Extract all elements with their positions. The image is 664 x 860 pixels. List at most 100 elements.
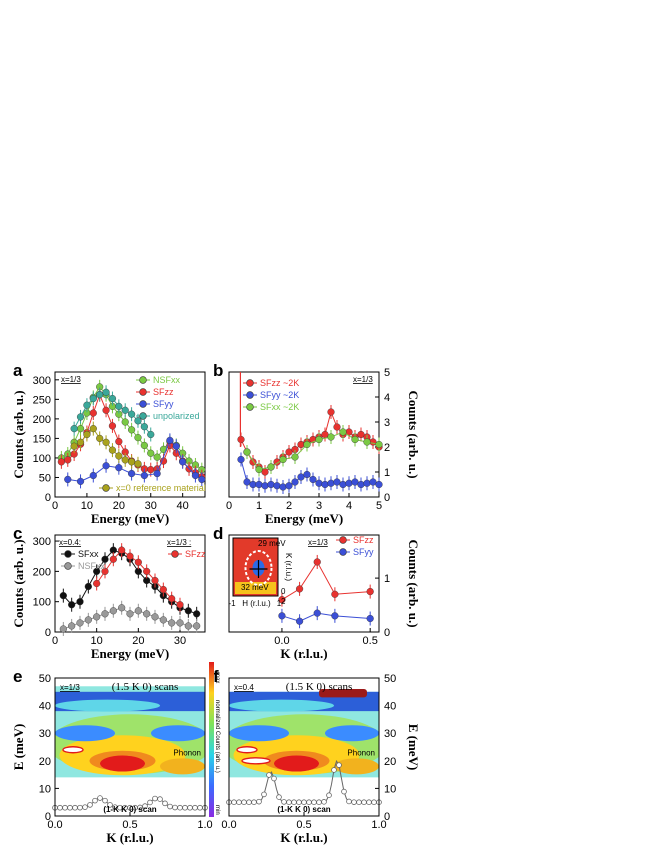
x-tick-label: 3 [316,500,322,512]
data-point [93,567,101,575]
data-point [101,555,109,563]
series-x-0-reference-material [70,421,142,471]
data-point [118,604,126,612]
scan-point [67,804,73,811]
x-tick-label: 0 [52,500,58,512]
data-point [93,613,101,621]
data-point [351,478,359,486]
data-point [108,422,117,430]
data-point [115,452,123,460]
data-point [126,610,134,618]
scan-point [152,795,158,802]
data-point [84,582,92,591]
y-tick-label: 300 [33,536,51,548]
x-tick-label: 0.0 [47,819,62,831]
data-point [297,473,305,481]
scan-point [336,762,342,768]
scan-point [62,804,68,811]
data-point [115,437,123,446]
y-tick-label: 4 [384,392,390,404]
legend-label: SFyy [153,399,174,409]
scan-point [341,788,347,795]
scan-point [77,804,83,811]
data-point [147,466,155,474]
scan-point [92,797,98,804]
scan-point [276,794,282,800]
y-axis-label: Counts (arb. u.) [11,390,26,478]
data-point [279,455,287,464]
bottom-scan-label: (1-K K 0) scan [103,805,156,814]
legend: SFzz SFyy [336,535,374,557]
data-point [140,441,148,450]
data-point [369,478,377,486]
scan-point [246,799,252,805]
data-point [134,558,142,566]
data-point [321,480,329,489]
legend: SFxx NSFxx SFzz [61,549,206,571]
data-point [278,596,286,604]
scan-point [177,804,183,811]
scan-point [57,804,63,811]
inset-x-label: H (r.l.u.) [242,599,271,608]
legend-marker [102,484,110,492]
scan-point [87,802,93,808]
data-point [140,423,148,431]
legend-marker [64,562,72,570]
scan-point [147,799,153,806]
scan-point [296,799,302,805]
data-point [93,579,101,588]
panel-frame [54,371,206,498]
scan-point [281,799,287,805]
data-point [76,438,85,446]
x-tick-label: 20 [132,635,144,647]
data-point [68,622,76,630]
scan-point [107,802,113,808]
x-axis-label: Energy (meV) [91,646,169,661]
scan-point [172,804,178,811]
y-tick-label: 10 [384,783,396,795]
y-tick-label: 0 [45,492,51,504]
panel-e: 0.0 0.5 1.0 0 10 20 30 40 50 K (r.l.u.) E (meV) e x=… [11,667,213,845]
data-point [255,465,263,474]
data-point [297,440,305,449]
y-tick-label: 200 [33,414,51,426]
y-tick-label: 50 [384,673,396,685]
x-tick-label: 0.5 [296,819,311,831]
x-tick-label: 0.0 [221,819,236,831]
y-tick-label: 150 [33,433,51,445]
panel-letter: e [13,667,22,686]
y-tick-label: 20 [39,756,51,768]
scan-point [266,772,272,778]
legend-marker [171,550,179,558]
data-point [333,478,341,486]
data-point [143,567,151,575]
heatmap-blob [160,758,205,775]
data-point [339,428,347,436]
heatmap-peak [274,755,319,772]
scan-point [286,799,292,805]
scan-point [187,804,193,811]
heatmap-peak [319,689,367,698]
data-point [363,438,371,446]
legend: SFzz ~2K SFyy ~2K SFxx ~2K [243,378,299,412]
data-point [102,388,110,396]
scan-point [306,799,312,805]
scan-point [346,798,352,805]
legend-label: SFzz [153,387,174,397]
heatmap-blob [325,725,379,742]
scan-point [256,798,262,805]
data-point [76,425,85,433]
y-tick-label: 250 [33,394,51,406]
data-point [108,394,117,403]
data-point [68,601,76,609]
x-tick-label: 0.5 [122,819,137,831]
data-point [76,413,85,421]
legend-marker [246,403,254,411]
y-axis-label: E (meV) [406,724,421,771]
data-point [70,425,78,433]
composition-tag: x=1/3 [61,375,81,384]
heatmap-blob [151,725,205,742]
y-tick-label: 30 [384,728,396,740]
